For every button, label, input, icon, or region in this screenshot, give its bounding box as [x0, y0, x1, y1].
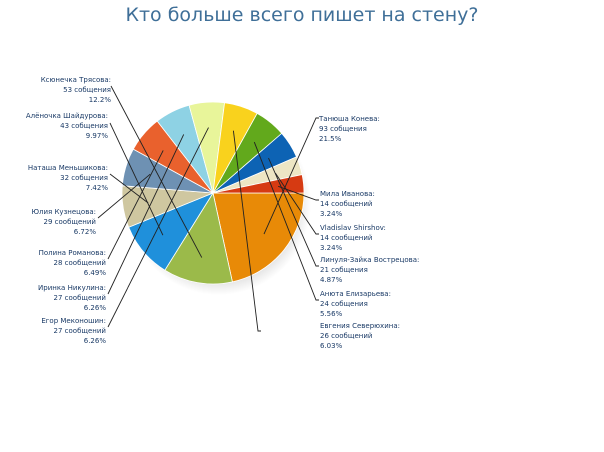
data-label-value: 27 сообщений [54, 327, 106, 335]
data-label-мила-иванова: Мила Иванова: 14 сообщений 3.24% [320, 190, 375, 218]
data-label-value: 93 собщения [319, 125, 367, 133]
data-label-percent: 6.26% [84, 304, 107, 312]
data-label-percent: 7.42% [86, 184, 109, 192]
data-label-percent: 3.24% [320, 244, 343, 252]
data-label-value: 43 собщения [60, 122, 108, 130]
data-labels: Танюша Конева: 93 собщения 21.5% Ксюнечка Т… [26, 76, 420, 350]
data-label-егор-меконошин: Егор Меконошин: 27 сообщений 6.26% [41, 317, 106, 345]
data-label-полина-романова: Полина Романова: 28 сообщений 6.49% [39, 249, 107, 277]
data-label-name: Ксюнечка Трясова: [41, 76, 111, 84]
data-label-линуля-зайка-вострецова: Линуля-Зайка Вострецова: 21 собщения 4.87% [320, 256, 419, 284]
data-label-ксюнечка-трясова: Ксюнечка Трясова: 53 собщения 12.2% [41, 76, 112, 104]
data-label-value: 21 собщения [320, 266, 368, 274]
leader-line-ксюнечка-трясова [110, 85, 203, 258]
data-label-алёночка-шайдурова: Алёночка Шайдурова: 43 собщения 9.97% [26, 112, 108, 140]
leader-line-vladislav-shirshov [275, 173, 319, 235]
data-label-name: Евгения Северюхина: [320, 322, 400, 330]
leader-line-линуля-зайка-вострецова [268, 157, 319, 267]
data-label-percent: 6.26% [84, 337, 107, 345]
data-label-name: Мила Иванова: [320, 190, 375, 198]
data-label-name: Линуля-Зайка Вострецова: [320, 256, 419, 264]
leader-line-анюта-елизарьева [253, 141, 319, 301]
leader-line-мила-иванова [278, 185, 319, 201]
leader-line-иринка-никулина [107, 134, 185, 295]
data-label-name: Наташа Меньшикова: [28, 164, 108, 172]
pie-slice-мила-иванова[interactable] [212, 174, 305, 194]
data-label-percent: 6.72% [74, 228, 97, 236]
data-label-юлия-кузнецова: Юлия Кузнецова: 29 сообщений 6.72% [31, 208, 96, 236]
pie-slice-танюша-конева[interactable] [212, 192, 305, 283]
data-label-танюша-конева: Танюша Конева: 93 собщения 21.5% [318, 115, 380, 143]
data-label-percent: 6.03% [320, 342, 343, 350]
pie-slices [121, 101, 305, 285]
leader-line-юлия-кузнецова [97, 173, 151, 219]
leader-lines [97, 85, 319, 332]
data-label-value: 24 собщения [320, 300, 368, 308]
data-label-percent: 12.2% [89, 96, 112, 104]
data-label-value: 32 собщения [60, 174, 108, 182]
data-label-евгения-северюхина: Евгения Северюхина: 26 сообщений 6.03% [320, 322, 400, 350]
data-label-name: Егор Меконошин: [41, 317, 106, 325]
data-label-value: 26 сообщений [320, 332, 372, 340]
data-label-percent: 21.5% [319, 135, 342, 143]
data-label-value: 14 сообщений [320, 234, 372, 242]
data-label-percent: 5.56% [320, 310, 343, 318]
data-label-name: Полина Романова: [39, 249, 106, 257]
leader-line-алёночка-шайдурова [109, 122, 164, 236]
data-label-анюта-елизарьева: Анюта Елизарьева: 24 собщения 5.56% [320, 290, 391, 318]
leader-line-егор-меконошин [107, 127, 209, 328]
data-label-иринка-никулина: Иринка Никулина: 27 сообщений 6.26% [38, 284, 106, 312]
data-label-value: 14 сообщений [320, 200, 372, 208]
data-label-name: Иринка Никулина: [38, 284, 106, 292]
leader-line-наташа-меньшикова [109, 173, 149, 204]
data-label-name: Алёночка Шайдурова: [26, 112, 108, 120]
data-label-percent: 4.87% [320, 276, 343, 284]
leader-line-полина-романова [107, 150, 164, 260]
data-label-vladislav-shirshov: Vladislav Shirshov: 14 сообщений 3.24% [320, 224, 386, 252]
data-label-name: Vladislav Shirshov: [320, 224, 386, 232]
data-label-value: 28 сообщений [54, 259, 106, 267]
data-label-value: 29 сообщений [44, 218, 96, 226]
data-label-name: Анюта Елизарьева: [320, 290, 391, 298]
leader-line-евгения-северюхина [232, 130, 261, 332]
data-label-наташа-меньшикова: Наташа Меньшикова: 32 собщения 7.42% [28, 164, 108, 192]
data-label-name: Танюша Конева: [318, 115, 380, 123]
data-label-percent: 9.97% [86, 132, 109, 140]
chart-title: Кто больше всего пишет на стену? [125, 4, 479, 26]
data-label-value: 27 сообщений [54, 294, 106, 302]
leader-line-танюша-конева [263, 117, 319, 235]
pie-slice-ксюнечка-трясова[interactable] [164, 191, 233, 285]
data-label-percent: 3.24% [320, 210, 343, 218]
data-label-percent: 6.49% [84, 269, 107, 277]
data-label-name: Юлия Кузнецова: [31, 208, 96, 216]
data-label-value: 53 собщения [63, 86, 111, 94]
